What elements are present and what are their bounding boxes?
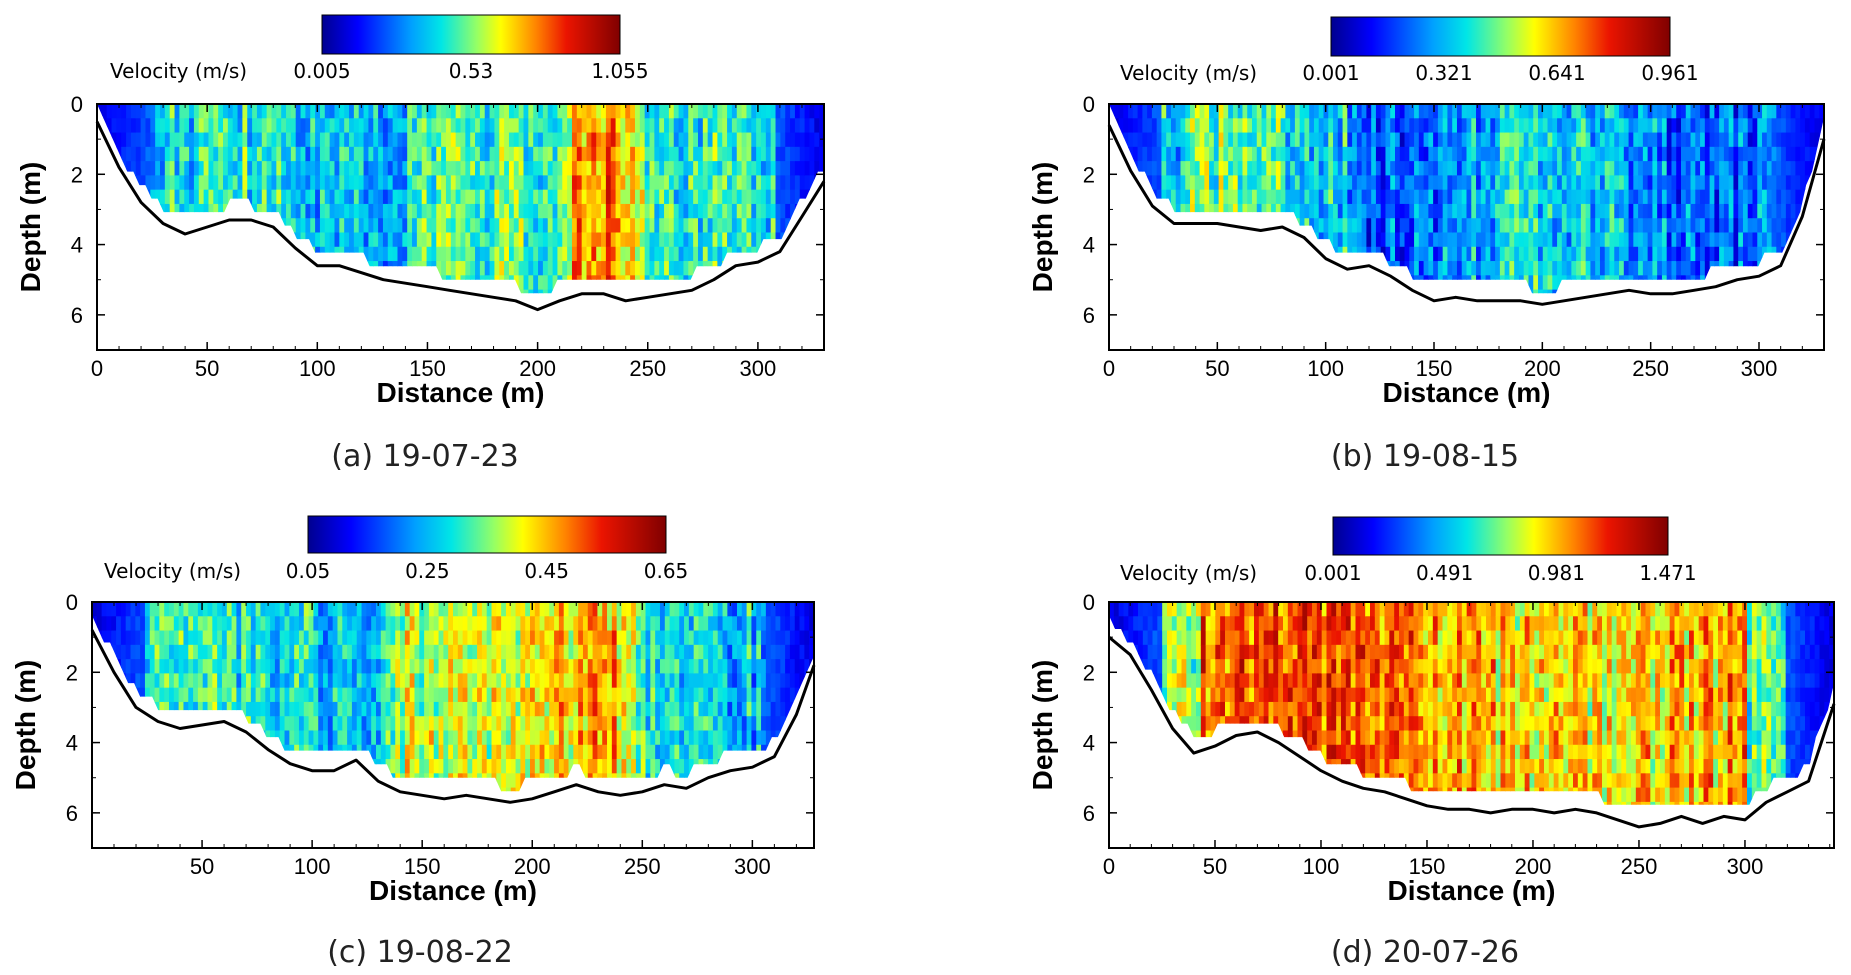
- panel-caption: (c) 19-08-22: [327, 935, 513, 970]
- y-tick-label: 4: [71, 233, 83, 258]
- y-axis-label: Depth (m): [10, 660, 41, 791]
- x-tick-label: 150: [409, 356, 446, 381]
- y-tick-label: 2: [71, 162, 83, 187]
- colorbar-tick-label: 0.641: [1528, 61, 1585, 85]
- y-tick-label: 4: [1083, 731, 1095, 756]
- x-tick-label: 300: [740, 356, 777, 381]
- velocity-field: [1109, 602, 1834, 805]
- colorbar-tick-label: 0.53: [449, 59, 494, 83]
- plot-frame: [1108, 103, 1825, 351]
- y-tick-label: 6: [1083, 801, 1095, 826]
- colorbar-label: Velocity (m/s): [1120, 561, 1257, 585]
- x-tick-label: 50: [195, 356, 219, 381]
- y-tick-label: 2: [1083, 162, 1095, 187]
- x-tick-label: 100: [1303, 854, 1340, 879]
- x-tick-label: 200: [519, 356, 556, 381]
- panel-caption: (d) 20-07-26: [1331, 935, 1519, 970]
- y-axis-label: Depth (m): [1027, 162, 1058, 293]
- colorbar-tick-label: 0.961: [1641, 61, 1698, 85]
- colorbar-tick-label: 1.471: [1639, 561, 1696, 585]
- x-axis-label: Distance (m): [1387, 875, 1555, 906]
- colorbar-label: Velocity (m/s): [110, 59, 247, 83]
- x-tick-label: 0: [1103, 854, 1115, 879]
- colorbar-tick-label: 0.45: [524, 559, 569, 583]
- plot-frame: [1108, 601, 1835, 849]
- x-tick-label: 200: [1524, 356, 1561, 381]
- x-tick-label: 100: [294, 854, 331, 879]
- colorbar-tick-label: 0.25: [405, 559, 450, 583]
- colorbar-label: Velocity (m/s): [1120, 61, 1257, 85]
- x-tick-label: 50: [1203, 854, 1227, 879]
- x-tick-label: 50: [1205, 356, 1229, 381]
- x-tick-label: 300: [1741, 356, 1778, 381]
- velocity-field: [97, 104, 824, 294]
- y-tick-label: 2: [1083, 660, 1095, 685]
- colorbar-tick-label: 0.001: [1302, 61, 1359, 85]
- colorbar-tick-label: 0.491: [1416, 561, 1473, 585]
- y-axis-label: Depth (m): [1027, 660, 1058, 791]
- colorbar-tick-label: 0.005: [293, 59, 350, 83]
- x-tick-label: 150: [1416, 356, 1453, 381]
- bed-profile-line: [90, 629, 816, 804]
- bed-profile-line: [1107, 124, 1826, 306]
- y-tick-label: 0: [71, 92, 83, 117]
- bed-profile-line: [95, 120, 826, 312]
- plot-frame: [96, 103, 825, 351]
- x-tick-label: 200: [514, 854, 551, 879]
- colorbar: [307, 515, 667, 554]
- y-tick-label: 6: [71, 303, 83, 328]
- colorbar-label: Velocity (m/s): [104, 559, 241, 583]
- y-tick-label: 0: [1083, 590, 1095, 615]
- x-axis-label: Distance (m): [369, 875, 537, 906]
- x-tick-label: 50: [190, 854, 214, 879]
- plot-frame: [91, 601, 815, 849]
- panel-b: Velocity (m/s) 0.001 0.321 0.641 0.961 0 50 100…: [1027, 16, 1826, 474]
- panel-a: Velocity (m/s) 0.005 0.53 1.055 0 50 100 150 200…: [15, 14, 826, 474]
- x-tick-label: 150: [1409, 854, 1446, 879]
- colorbar-tick-label: 0.981: [1528, 561, 1585, 585]
- x-tick-label: 250: [1621, 854, 1658, 879]
- x-tick-label: 0: [1103, 356, 1115, 381]
- x-axis-label: Distance (m): [376, 377, 544, 408]
- colorbar: [321, 14, 621, 55]
- colorbar-tick-label: 0.05: [286, 559, 331, 583]
- x-tick-label: 300: [734, 854, 771, 879]
- x-tick-label: 250: [624, 854, 661, 879]
- x-axis-label: Distance (m): [1382, 377, 1550, 408]
- panel-caption: (b) 19-08-15: [1331, 439, 1519, 474]
- y-tick-label: 4: [66, 731, 78, 756]
- x-tick-label: 200: [1515, 854, 1552, 879]
- colorbar-tick-label: 0.65: [644, 559, 689, 583]
- y-tick-label: 0: [66, 590, 78, 615]
- y-tick-label: 6: [1083, 303, 1095, 328]
- y-tick-label: 4: [1083, 233, 1095, 258]
- y-tick-label: 0: [1083, 92, 1095, 117]
- x-tick-label: 100: [299, 356, 336, 381]
- y-tick-label: 6: [66, 801, 78, 826]
- bed-profile-line: [1108, 635, 1836, 829]
- panel-d: Velocity (m/s) 0.001 0.491 0.981 1.471 0 50 100…: [1027, 516, 1836, 970]
- x-tick-label: 100: [1307, 356, 1344, 381]
- x-tick-label: 0: [91, 356, 103, 381]
- colorbar-tick-label: 0.001: [1304, 561, 1361, 585]
- colorbar-tick-label: 1.055: [591, 59, 648, 83]
- x-tick-label: 150: [404, 854, 441, 879]
- colorbar-tick-label: 0.321: [1415, 61, 1472, 85]
- colorbar: [1332, 516, 1669, 556]
- x-tick-label: 250: [1632, 356, 1669, 381]
- y-axis-label: Depth (m): [15, 162, 46, 293]
- colorbar: [1330, 16, 1671, 57]
- panel-caption: (a) 19-07-23: [331, 439, 519, 474]
- x-tick-label: 250: [629, 356, 666, 381]
- x-tick-label: 300: [1727, 854, 1764, 879]
- y-tick-label: 2: [66, 660, 78, 685]
